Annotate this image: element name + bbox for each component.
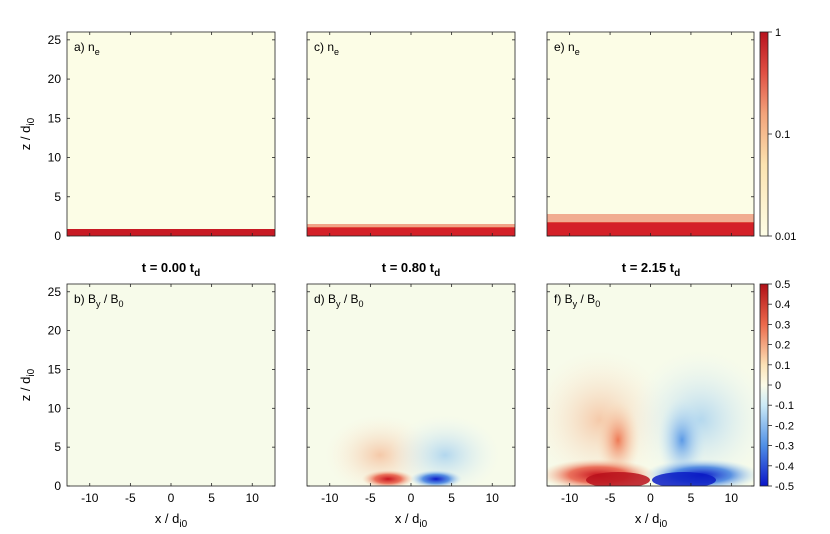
- y-axis-label-top: z / di0: [18, 117, 37, 150]
- panel-e-label: e) ne: [554, 40, 580, 57]
- density-colorbar-label: 1: [775, 27, 781, 39]
- x-tick-label: 10: [246, 491, 260, 505]
- y-tick-label: 0: [54, 229, 61, 243]
- x-tick-label: 10: [725, 491, 739, 505]
- by-colorbar-label: 0.2: [775, 340, 790, 352]
- panel-c-plot: [307, 32, 515, 236]
- y-tick-label: 5: [54, 190, 61, 204]
- density-colorbar: [759, 31, 769, 237]
- x-axis-label-right: x / di0: [635, 511, 668, 530]
- y-tick-label: 0: [54, 479, 61, 493]
- y-tick-label: 20: [48, 72, 62, 86]
- panel-b-plot: [67, 284, 275, 486]
- panel-c-label: c) ne: [314, 40, 339, 57]
- by-colorbar: [759, 283, 769, 487]
- panel-c-density-field: [307, 213, 515, 236]
- y-tick-label: 20: [48, 324, 62, 338]
- by-colorbar-label: -0.2: [775, 420, 794, 432]
- y-tick-label: 10: [48, 151, 62, 165]
- x-tick-label: 0: [647, 491, 654, 505]
- x-axis-label-middle: x / di0: [395, 511, 428, 530]
- x-tick-label: -10: [81, 491, 99, 505]
- panel-a-label: a) ne: [74, 40, 100, 57]
- density-colorbar-label: 0.1: [775, 129, 790, 141]
- y-axis-label-bottom: z / di0: [18, 368, 37, 401]
- y-tick-label: 25: [48, 33, 62, 47]
- y-tick-label: 5: [54, 440, 61, 454]
- x-tick-label: 5: [448, 491, 455, 505]
- x-tick-label: -10: [321, 491, 339, 505]
- panel-d-by-field: [325, 415, 500, 486]
- x-tick-label: 5: [688, 491, 695, 505]
- by-colorbar-label: -0.1: [775, 400, 794, 412]
- by-colorbar-label: -0.3: [775, 441, 794, 453]
- panel-b-label: b) By / B0: [74, 292, 124, 309]
- panel-d-label: d) By / B0: [314, 292, 364, 309]
- time-title-2: t = 2.15 td: [622, 260, 681, 279]
- panel-f-label: f) By / B0: [554, 292, 600, 309]
- time-title-1: t = 0.80 td: [382, 260, 441, 279]
- density-colorbar-label: 0.01: [775, 231, 796, 243]
- by-colorbar-label: 0.3: [775, 319, 790, 331]
- y-tick-label: 15: [48, 111, 62, 125]
- x-axis-label-left: x / di0: [155, 511, 188, 530]
- y-tick-label: 15: [48, 362, 62, 376]
- x-tick-label: -5: [125, 491, 136, 505]
- x-tick-label: 0: [168, 491, 175, 505]
- x-tick-label: 5: [208, 491, 215, 505]
- by-colorbar-label: -0.4: [775, 461, 794, 473]
- by-colorbar-label: 0.1: [775, 360, 790, 372]
- x-tick-label: 10: [486, 491, 500, 505]
- by-colorbar-label: 0.4: [775, 299, 790, 311]
- time-title-0: t = 0.00 td: [142, 260, 201, 279]
- by-colorbar-label: -0.5: [775, 481, 794, 493]
- x-tick-label: -10: [561, 491, 579, 505]
- x-tick-label: -5: [605, 491, 616, 505]
- x-tick-label: 0: [408, 491, 415, 505]
- panel-f-by-field: [547, 350, 754, 486]
- panel-a-plot: [67, 32, 275, 236]
- x-tick-label: -5: [365, 491, 376, 505]
- y-tick-label: 10: [48, 401, 62, 415]
- by-colorbar-label: 0: [775, 380, 781, 392]
- by-colorbar-label: 0.5: [775, 279, 790, 291]
- panel-e-density-field: [547, 158, 754, 236]
- panel-a-density-layer: [67, 229, 275, 236]
- y-tick-label: 25: [48, 285, 62, 299]
